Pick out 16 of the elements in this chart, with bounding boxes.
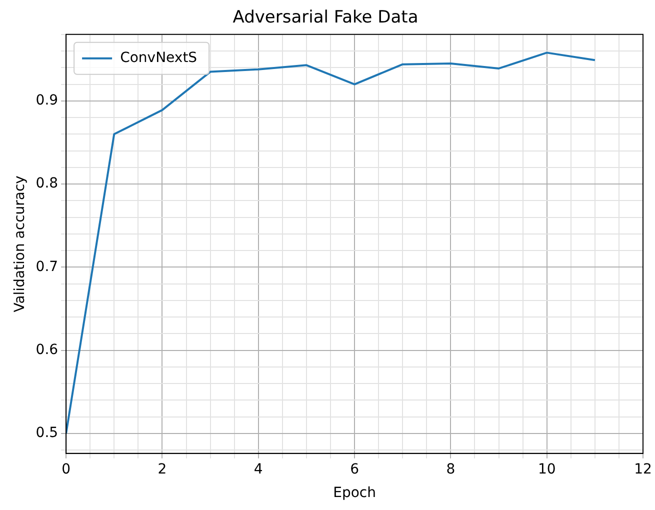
x-axis-title: Epoch [333,485,376,502]
chart-title: Adversarial Fake Data [232,8,418,28]
x-tick-label: 0 [62,461,71,478]
y-tick-label: 0.7 [36,258,58,275]
x-tick-label: 12 [634,461,652,478]
x-tick-label: 8 [446,461,456,478]
x-tick-label: 10 [538,461,556,478]
y-tick-label: 0.6 [36,342,58,358]
y-tick-label: 0.8 [36,176,58,192]
y-tick-label: 0.9 [36,92,58,109]
legend-label: ConvNextS [120,50,198,66]
x-tick-label: 2 [158,461,167,478]
x-tick-label: 4 [254,461,263,478]
y-tick-label: 0.5 [36,425,58,442]
y-axis-title: Validation accuracy [12,176,28,312]
x-tick-label: 6 [350,461,360,478]
